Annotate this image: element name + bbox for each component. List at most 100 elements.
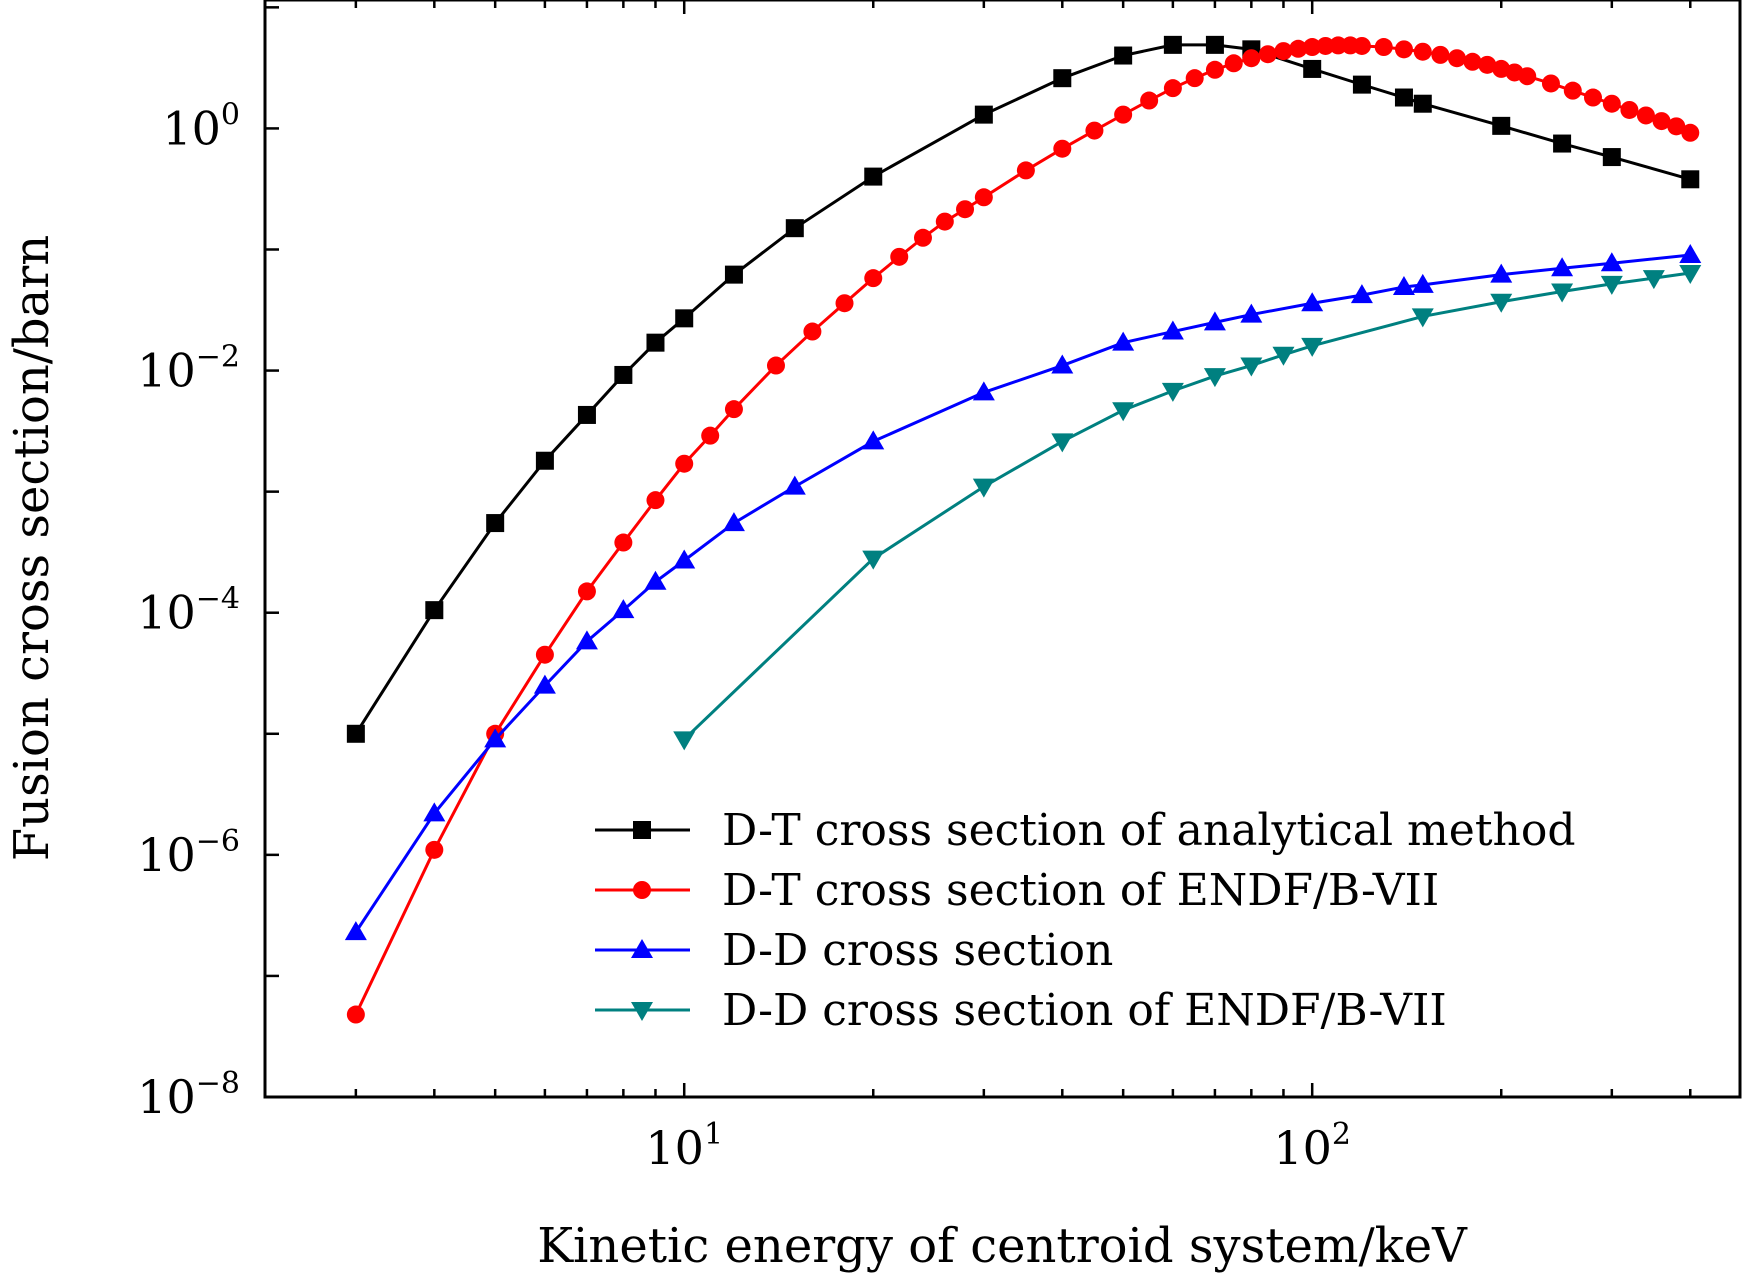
legend-marker [631,939,653,958]
data-point [1240,357,1263,377]
legend-label: D-D cross section [722,925,1113,976]
y-axis-label: Fusion cross section/barn [4,235,60,861]
data-point [1205,60,1224,79]
data-point [956,200,975,219]
data-point [974,105,993,124]
data-point [1667,117,1686,136]
data-point [724,400,743,419]
data-point [614,533,633,552]
data-point [1258,45,1277,64]
data-point [1203,311,1226,331]
data-point [864,167,883,186]
x-tick-label: 102 [1273,1117,1351,1175]
data-point [1413,94,1432,113]
series-2 [346,36,1700,1024]
data-point [484,728,507,748]
data-point [1394,88,1413,107]
data-point [1492,116,1511,135]
data-point [722,512,745,532]
data-point [1301,292,1324,312]
data-point [1163,79,1182,98]
data-point [1053,69,1072,88]
data-point [344,921,367,941]
data-point [1681,170,1700,189]
data-point [1679,244,1702,264]
data-point [1374,38,1393,57]
x-axis-label: Kinetic energy of centroid system/keV [537,1218,1468,1274]
series-1 [346,35,1700,743]
series-3 [344,244,1702,941]
data-point [835,294,854,313]
data-point [1620,100,1639,119]
data-point [913,228,932,247]
data-point [1411,308,1434,328]
y-tick-label: 10−2 [137,340,240,398]
legend-entry: D-D cross section of ENDF/B-VII [595,985,1447,1036]
data-point [612,599,635,619]
legend-label: D-T cross section of analytical method [722,805,1576,856]
data-point [1478,55,1497,74]
data-point [1224,54,1243,73]
data-point [766,356,785,375]
data-point [972,381,995,401]
data-point [1352,75,1371,94]
data-point [1161,320,1184,340]
y-tick-label: 10−4 [137,582,240,640]
data-point [1551,283,1574,303]
data-point [425,840,444,859]
data-point [1602,94,1621,113]
axes-layer: 101 102 10−8 10−6 10−4 10−2 100 Kinetic energ… [4,0,1742,1274]
data-point [1600,275,1623,295]
data-point [1242,49,1261,68]
data-point [423,802,446,822]
data-point [577,582,596,601]
series-4 [673,264,1702,751]
data-point [533,674,556,694]
data-point [577,405,596,424]
data-point [1563,81,1582,100]
data-point [535,645,554,664]
data-point [673,549,696,569]
data-point [1301,337,1324,357]
data-point [974,188,993,207]
data-point [1584,88,1603,107]
data-point [486,514,505,533]
data-point [1431,45,1450,64]
data-point [1392,276,1415,296]
data-point [1114,46,1133,65]
data-point [614,365,633,384]
data-point [1518,67,1537,86]
data-point [346,1005,365,1024]
data-point [675,454,694,473]
data-point [1636,106,1655,125]
x-tick-label: 101 [645,1117,723,1175]
data-point [1602,148,1621,167]
data-point [1600,252,1623,272]
legend-marker [631,1002,653,1021]
data-point [1112,402,1135,422]
data-point [1553,134,1572,153]
data-point [1140,91,1159,110]
data-point [575,630,598,650]
data-point [1205,35,1224,54]
data-point [724,265,743,284]
data-point [1394,40,1413,59]
data-point [1240,303,1263,323]
y-tick-label: 10−8 [137,1066,240,1124]
data-point [785,219,804,238]
series-line [683,271,1691,741]
data-point [1114,105,1133,124]
data-point [1350,284,1373,304]
data-point [1551,257,1574,277]
data-point [673,731,696,751]
x-axis-ticks: 101 102 [354,0,1692,1175]
legend-label: D-D cross section of ENDF/B-VII [722,985,1447,1036]
data-point [1051,354,1074,374]
data-point [1652,112,1671,131]
data-point [1051,433,1074,453]
data-point [803,322,822,341]
data-point [890,247,909,266]
legend-entry: D-D cross section [595,925,1113,976]
data-point [1112,331,1135,351]
data-point [1490,293,1513,313]
